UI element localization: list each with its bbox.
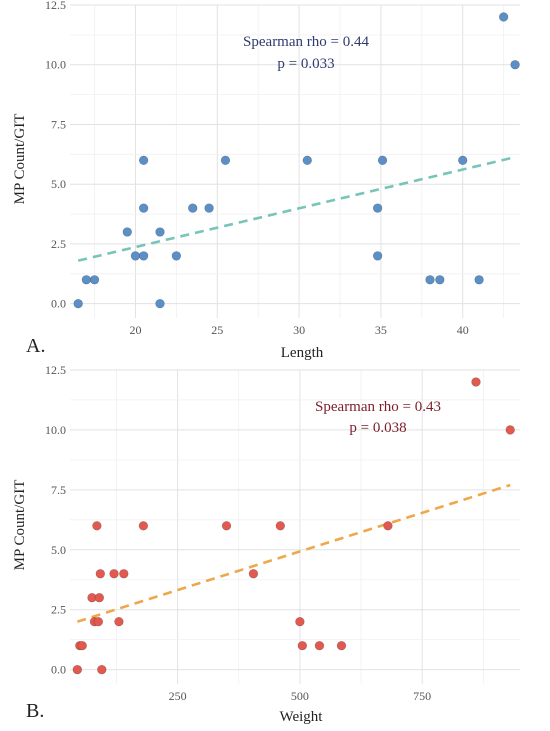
panel-a-y-tick-label: 10.0	[45, 58, 66, 72]
panel-b-data-point	[221, 521, 232, 531]
panel-a-annotation-rho: Spearman rho = 0.44	[243, 34, 369, 50]
panel-a-x-tick-label: 40	[457, 323, 469, 337]
panel-a-data-point	[122, 227, 132, 237]
panel-b-data-point	[77, 640, 87, 651]
panel-a-y-tick-label: 5.0	[51, 177, 66, 191]
panel-b-data-point	[72, 664, 83, 675]
panel-b-data-point	[97, 664, 107, 675]
panel-a-data-point	[155, 227, 165, 237]
panel-a-ticks: 20 25 30 35 40 0.0 2.5 5.0 7.5 10.0 12.5	[45, 0, 469, 337]
panel-b-data-point	[314, 640, 325, 651]
panel-b-data-point	[505, 425, 515, 435]
panel-a-data-point	[204, 203, 214, 213]
panel-b-y-tick-label: 2.5	[51, 603, 66, 617]
panel-b-y-axis-label: MP Count/GIT	[12, 480, 28, 571]
panel-a-y-tick-label: 7.5	[51, 117, 66, 131]
panel-b-label: B.	[26, 700, 44, 722]
panel-a-data-point	[89, 275, 100, 285]
panel-b-data-point	[95, 569, 106, 579]
panel-a-label: A.	[26, 335, 45, 357]
panel-a-data-point	[372, 203, 383, 213]
panel-a-data-point	[372, 251, 383, 261]
panel-b-data-point	[275, 521, 286, 531]
panel-a-data-point	[130, 251, 141, 261]
panel-a-annotation-p: p = 0.033	[277, 56, 334, 72]
panel-b-data-point	[94, 593, 105, 603]
panel-a-x-tick-label: 25	[211, 323, 223, 337]
panel-b-x-tick-label: 500	[291, 689, 309, 703]
panel-a-data-point	[138, 251, 149, 261]
panel-b-data-point	[93, 616, 104, 627]
panel-a-data-point	[377, 155, 388, 166]
panel-a-data-point	[188, 203, 198, 213]
panel-b-x-tick-label: 750	[413, 689, 431, 703]
panel-a-y-tick-label: 12.5	[45, 0, 66, 12]
panel-a-data-point	[81, 275, 92, 285]
panel-b-annotation-rho: Spearman rho = 0.43	[315, 399, 441, 415]
panel-b-y-tick-label: 10.0	[45, 423, 66, 437]
panel-a-data-point	[138, 203, 149, 213]
panel-b-grid	[70, 369, 520, 684]
panel-a-y-tick-label: 0.0	[51, 297, 66, 311]
panel-b-y-tick-label: 12.5	[45, 363, 66, 377]
panel-b-ticks: 250 500 750 0.0 2.5 5.0 7.5 10.0 12.5	[45, 363, 431, 703]
panel-a-grid	[70, 4, 520, 318]
panel-a: 20 25 30 35 40 0.0 2.5 5.0 7.5 10.0 12.5 Spearman …	[12, 0, 520, 361]
panel-a-data-point	[498, 12, 509, 22]
panel-b-data-point	[119, 569, 129, 579]
panel-a-x-tick-label: 30	[293, 323, 305, 337]
panel-b-data-point	[109, 569, 119, 579]
panel-a-data-point	[474, 275, 484, 285]
panel-a-data-point	[510, 60, 520, 70]
panel-a-data-point	[458, 155, 468, 166]
panel-b-data-point	[297, 640, 308, 651]
panel-b-data-point	[336, 640, 347, 651]
panel-a-data-point	[73, 298, 83, 309]
panel-b: 250 500 750 0.0 2.5 5.0 7.5 10.0 12.5 Spearman r…	[12, 363, 520, 725]
panel-a-x-tick-label: 20	[129, 323, 141, 337]
panel-a-data-point	[425, 275, 435, 285]
panel-b-data-point	[295, 616, 305, 627]
panel-b-data-point	[471, 377, 481, 387]
panel-b-data-point	[92, 521, 102, 531]
panel-b-trend-line	[76, 483, 511, 623]
panel-b-x-tick-label: 250	[169, 689, 187, 703]
panel-b-trend-group	[76, 483, 511, 623]
panel-b-data-point	[383, 521, 393, 531]
panel-b-y-tick-label: 0.0	[51, 663, 66, 677]
panel-a-data-point	[155, 298, 165, 309]
panel-b-x-axis-label: Weight	[280, 709, 324, 725]
panel-b-data-point	[138, 521, 149, 531]
panel-b-data-point	[248, 569, 259, 579]
panel-a-points	[73, 12, 520, 309]
panel-a-data-point	[138, 155, 149, 166]
panel-b-data-point	[114, 616, 124, 627]
panel-a-y-tick-label: 2.5	[51, 237, 66, 251]
panel-a-x-tick-label: 35	[375, 323, 387, 337]
panel-a-y-axis-label: MP Count/GIT	[12, 114, 28, 205]
panel-b-y-tick-label: 7.5	[51, 483, 66, 497]
panel-a-data-point	[435, 275, 445, 285]
panel-b-annotation-p: p = 0.038	[349, 420, 406, 436]
panel-a-data-point	[220, 155, 231, 166]
panel-b-points	[72, 377, 515, 675]
panel-a-x-axis-label: Length	[281, 345, 324, 361]
panel-a-data-point	[171, 251, 182, 261]
panel-a-data-point	[302, 155, 312, 166]
panel-b-y-tick-label: 5.0	[51, 543, 66, 557]
